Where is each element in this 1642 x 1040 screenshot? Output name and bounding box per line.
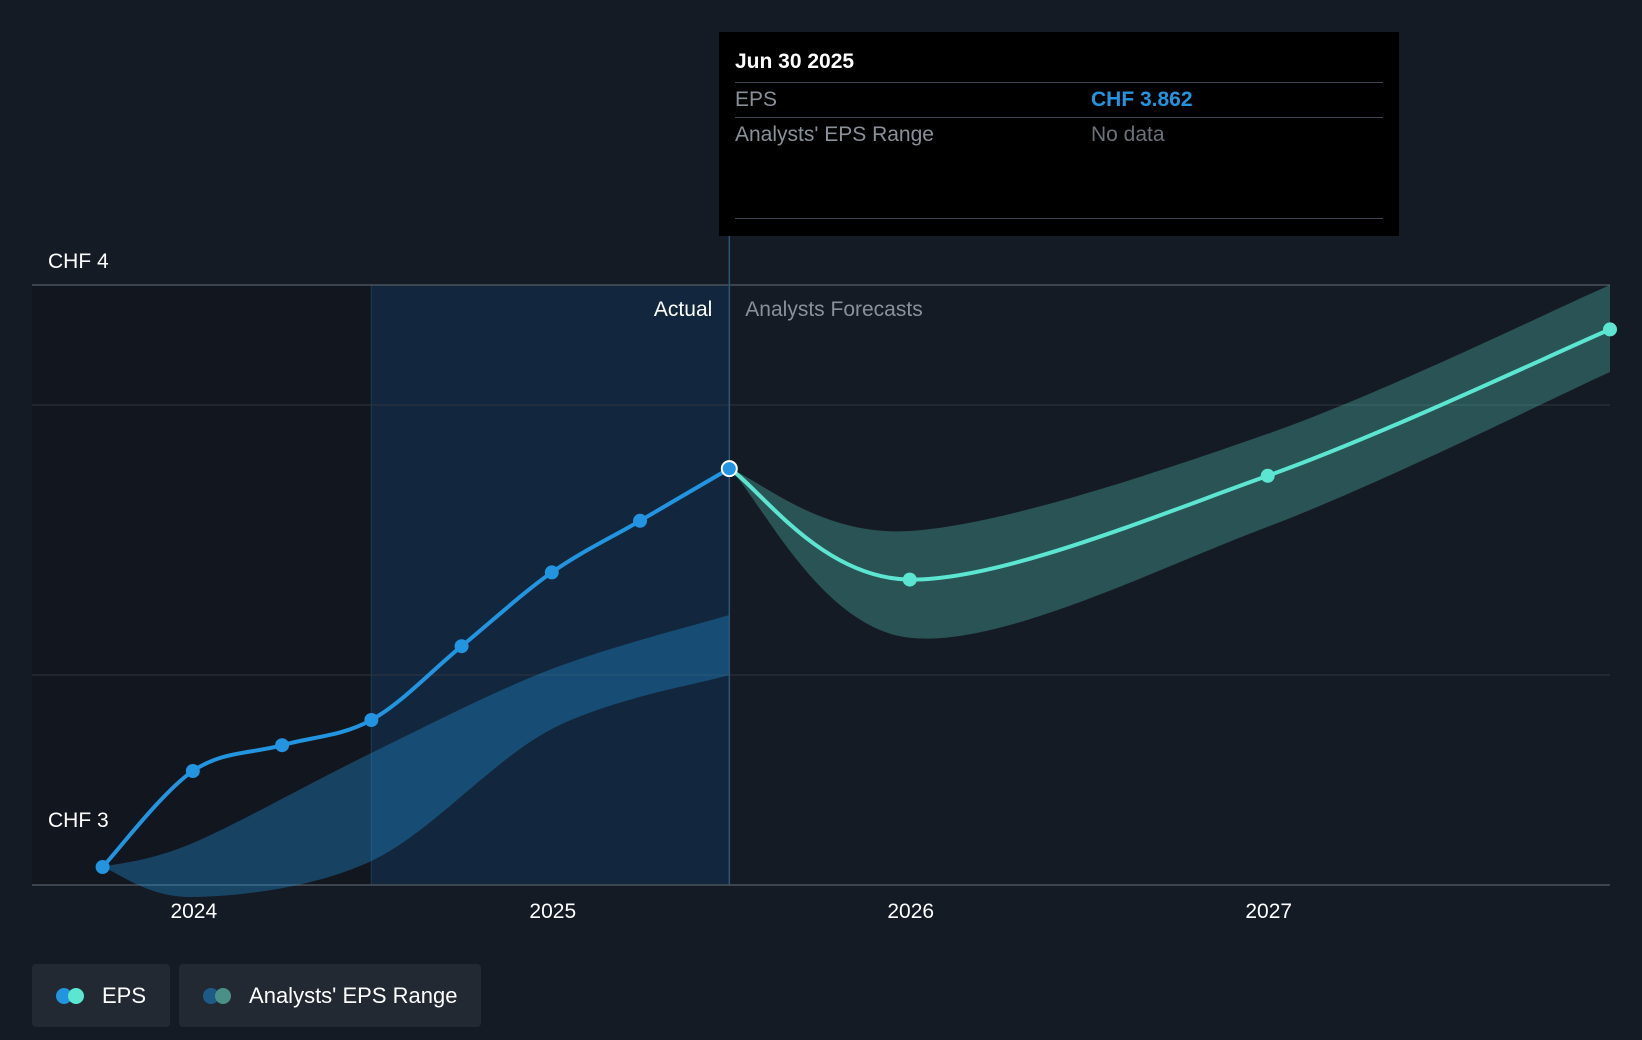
- past-region: [32, 285, 372, 885]
- tooltip-eps-value: CHF 3.862: [1091, 88, 1193, 111]
- tooltip-date: Jun 30 2025: [735, 32, 1383, 83]
- legend-range-dot-forecast: [215, 987, 232, 1004]
- region-label-actual: Actual: [654, 298, 712, 321]
- x-tick-label: 2026: [887, 900, 934, 923]
- eps-range-band-forecast: [729, 285, 1610, 639]
- tooltip-divider: [735, 218, 1383, 219]
- legend-eps[interactable]: EPS: [32, 964, 171, 1027]
- tooltip-row-range: Analysts' EPS Range No data: [735, 118, 1383, 152]
- legend-range-label: Analysts' EPS Range: [249, 982, 458, 1008]
- eps-point: [544, 565, 559, 580]
- eps-point: [1260, 468, 1275, 483]
- legend-eps-range[interactable]: Analysts' EPS Range: [179, 964, 482, 1027]
- eps-point: [95, 860, 110, 874]
- eps-point: [185, 764, 200, 778]
- x-tick-label: 2025: [529, 900, 576, 923]
- eps-point: [454, 639, 469, 654]
- eps-point-selected: [720, 460, 738, 478]
- tooltip-range-value: No data: [1091, 123, 1165, 146]
- tooltip-row-eps: EPS CHF 3.862: [735, 83, 1383, 118]
- legend-eps-swatch-icon: [56, 987, 86, 1004]
- region-label-forecast: Analysts Forecasts: [745, 298, 922, 321]
- eps-range-band-actual: [102, 615, 730, 898]
- tooltip-eps-label: EPS: [735, 88, 778, 111]
- chart-tooltip: Jun 30 2025 EPS CHF 3.862 Analysts' EPS …: [719, 32, 1399, 236]
- y-tick-label: CHF 3: [48, 809, 109, 832]
- y-tick-label: CHF 4: [48, 250, 109, 273]
- eps-point: [364, 713, 379, 727]
- x-tick-label: 2024: [170, 900, 217, 923]
- x-tick-label: 2027: [1245, 900, 1292, 923]
- legend-eps-label: EPS: [102, 982, 147, 1008]
- legend-range-swatch-icon: [203, 987, 233, 1004]
- eps-point: [902, 572, 917, 587]
- actual-region: [371, 285, 730, 885]
- eps-point: [633, 513, 648, 528]
- tooltip-range-label: Analysts' EPS Range: [735, 123, 934, 146]
- legend-eps-dot-forecast: [68, 987, 84, 1004]
- eps-point: [1603, 322, 1617, 337]
- chart-legend: EPS Analysts' EPS Range: [32, 964, 482, 1027]
- eps-line-forecast: [727, 327, 1612, 582]
- eps-point: [275, 738, 290, 753]
